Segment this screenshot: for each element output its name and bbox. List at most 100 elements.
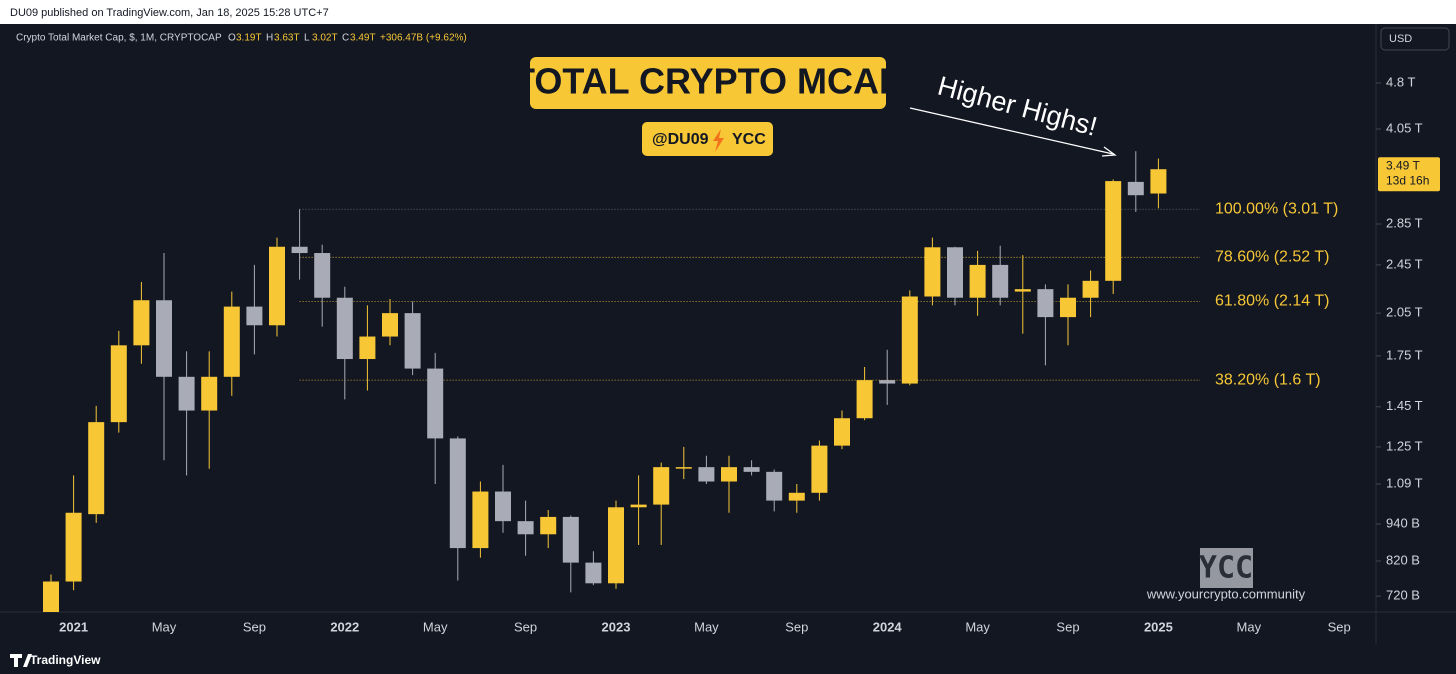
x-tick-label: May	[965, 619, 990, 634]
y-tick-label: 720 B	[1386, 588, 1420, 603]
x-tick-label: 2024	[873, 619, 903, 634]
candle-body	[133, 300, 150, 346]
x-tick-label: Sep	[1056, 619, 1079, 634]
candle-body	[1014, 289, 1031, 292]
candle-body	[336, 297, 353, 360]
candle-body	[901, 296, 918, 384]
candle-body	[608, 507, 624, 584]
readout-key: O	[228, 33, 236, 44]
fib-label: 100.00% (3.01 T)	[1215, 200, 1338, 217]
fib-label: 61.80% (2.14 T)	[1215, 293, 1329, 310]
candle-body	[201, 376, 218, 411]
candle-body	[88, 422, 105, 515]
fib-label: 38.20% (1.6 T)	[1215, 371, 1321, 388]
candle-body	[766, 471, 783, 501]
candle-body	[178, 376, 195, 411]
x-tick-label: Sep	[243, 619, 266, 634]
y-tick-label: 4.05 T	[1386, 120, 1423, 135]
brand: TradingView	[30, 653, 101, 667]
candle-body	[788, 492, 805, 501]
candle-body	[1037, 289, 1054, 318]
x-tick-label: Sep	[514, 619, 537, 634]
x-tick-label: May	[694, 619, 719, 634]
x-tick-label: May	[423, 619, 448, 634]
candle-body	[1105, 181, 1122, 281]
candle-body	[223, 306, 240, 377]
currency-button[interactable]	[1380, 27, 1450, 51]
readout-change: +306.47B (+9.62%)	[380, 33, 467, 44]
badge-brand: YCC	[732, 131, 766, 148]
x-tick-label: 2021	[59, 619, 88, 634]
candle-body	[65, 512, 82, 582]
readout-value: 3.02T	[312, 33, 338, 44]
candle-body	[314, 253, 331, 298]
candle-body	[653, 467, 670, 505]
candle-body	[947, 247, 963, 298]
ohlc-readout: O 3.19T H 3.63T L 3.02T C 3.49T +306.47B (+9.62%…	[228, 33, 467, 44]
y-tick-label: 2.85 T	[1386, 215, 1423, 230]
publisher-line: DU09 published on TradingView.com, Jan 1…	[10, 7, 329, 19]
y-tick-label: 1.09 T	[1386, 475, 1423, 490]
candle-body	[404, 313, 421, 369]
x-tick-label: 2022	[330, 619, 359, 634]
chart-title: TOTAL CRYPTO MCAP	[513, 61, 903, 102]
candle-body	[585, 562, 602, 584]
brand-logo	[10, 654, 32, 667]
candle-body	[1150, 169, 1167, 194]
candle-body	[721, 467, 737, 482]
candle-body	[1060, 297, 1076, 318]
candle-body	[540, 516, 557, 535]
fib-label: 78.60% (2.52 T)	[1215, 249, 1329, 266]
candle-body	[359, 336, 376, 360]
candle-body	[811, 445, 828, 493]
candle-body	[517, 521, 534, 535]
candle-body	[924, 247, 941, 297]
bolt-icon	[713, 129, 724, 152]
y-tick-label: 2.45 T	[1386, 256, 1423, 271]
watermark-logo-box	[1200, 548, 1253, 588]
last-price-box	[1378, 157, 1440, 192]
candle-body	[675, 467, 692, 469]
candle-body	[879, 380, 896, 384]
plot	[43, 151, 1200, 612]
readout-key: L	[304, 33, 310, 44]
candle-body	[110, 345, 127, 423]
title-box	[530, 57, 886, 109]
watermark-logo: YCC	[1199, 551, 1253, 586]
candle-body	[156, 300, 172, 377]
readout-key: H	[266, 33, 273, 44]
top-bar	[0, 0, 1456, 24]
x-tick-label: Sep	[1328, 619, 1351, 634]
candle-body	[969, 264, 986, 298]
y-tick-label: 940 B	[1386, 515, 1420, 530]
readout-value: 3.49T	[350, 33, 376, 44]
candle-body	[246, 306, 263, 326]
currency[interactable]: USD	[1389, 33, 1412, 45]
candle-body	[856, 380, 873, 419]
y-tick-label: 2.05 T	[1386, 305, 1423, 320]
candle-body	[698, 467, 715, 482]
last-price: 3.49 T	[1386, 158, 1420, 172]
candle-body	[269, 246, 285, 326]
candle-body	[427, 368, 444, 439]
readout-value: 3.63T	[274, 33, 300, 44]
x-tick-label: 2025	[1144, 619, 1173, 634]
candle-body	[495, 491, 511, 522]
candle-body	[43, 581, 59, 612]
candle-body	[1082, 280, 1099, 298]
candle-body	[382, 313, 398, 337]
candle-body	[449, 438, 466, 549]
x-tick-label: May	[152, 619, 177, 634]
badge-box	[642, 122, 773, 156]
readout-value: 3.19T	[236, 33, 262, 44]
candle-body	[291, 246, 308, 254]
x-tick-label: 2023	[602, 619, 631, 634]
candle-body	[743, 467, 760, 472]
candle-body	[562, 516, 579, 563]
symbol: Crypto Total Market Cap, $, 1M, CRYPTOCA…	[16, 33, 222, 44]
y-tick-label: 1.45 T	[1386, 398, 1423, 413]
candle-body	[834, 418, 850, 446]
y-tick-label: 4.8 T	[1386, 74, 1415, 89]
